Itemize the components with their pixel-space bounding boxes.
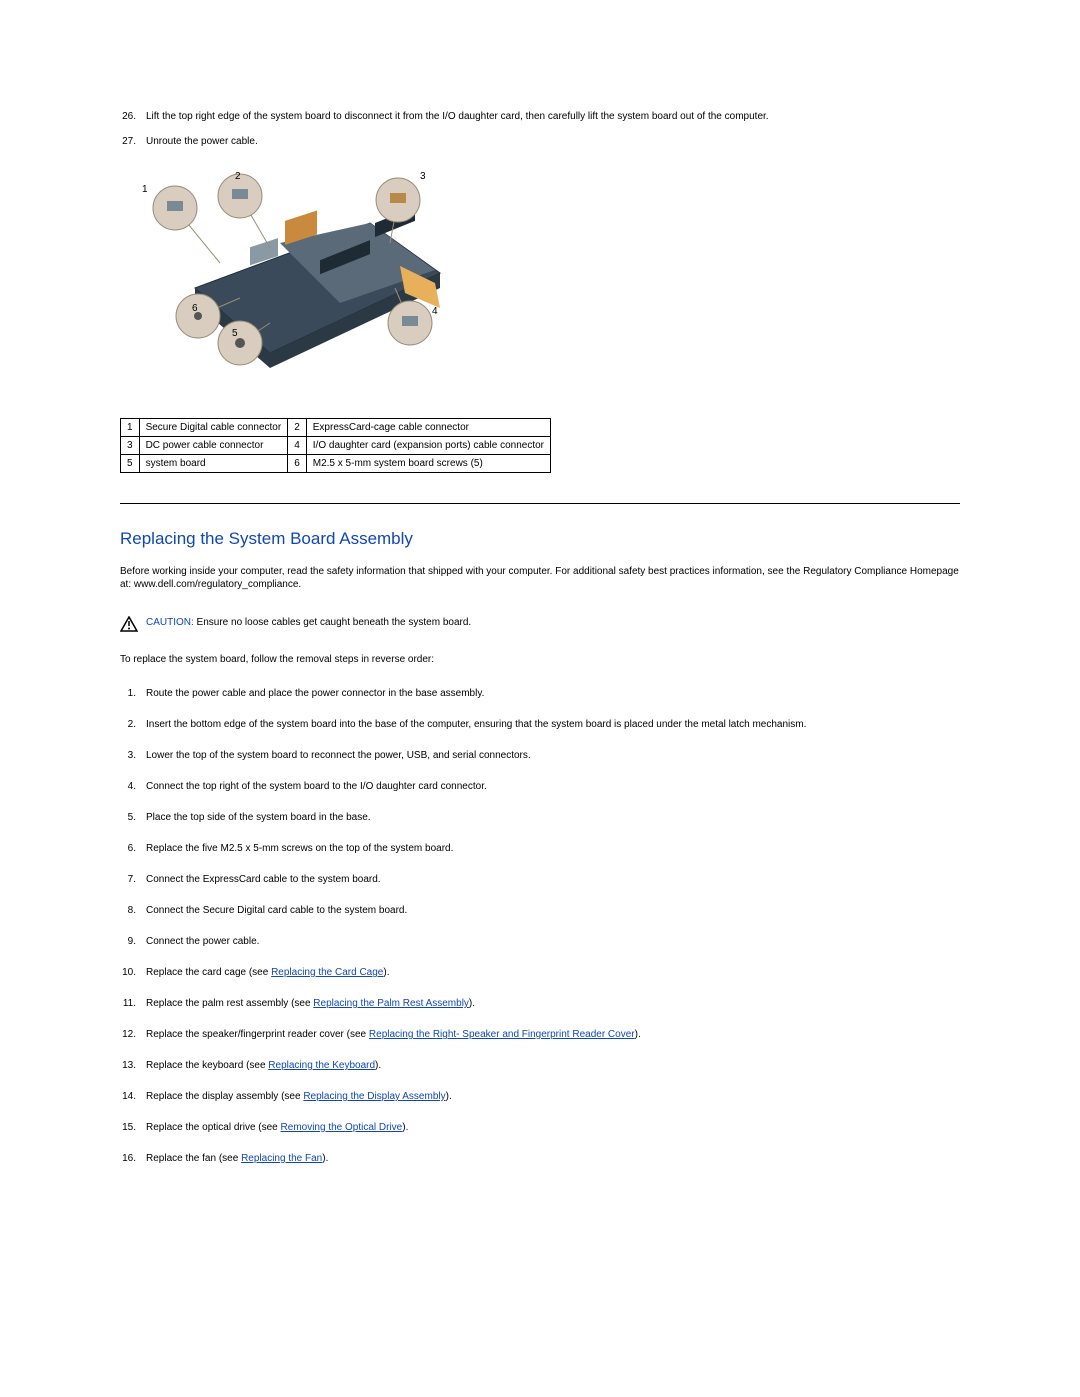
- part-label-cell: system board: [139, 455, 288, 473]
- step-body: Replace the display assembly (see Replac…: [146, 1090, 452, 1103]
- step-body: Replace the five M2.5 x 5-mm screws on t…: [146, 842, 453, 855]
- step-body: Route the power cable and place the powe…: [146, 687, 484, 700]
- step-number: 10.: [120, 966, 146, 979]
- replace-step: 12.Replace the speaker/fingerprint reade…: [120, 1028, 960, 1041]
- step-number: 3.: [120, 749, 146, 762]
- step-body: Replace the palm rest assembly (see Repl…: [146, 997, 475, 1010]
- step-body: Connect the ExpressCard cable to the sys…: [146, 873, 381, 886]
- replace-steps-list: 1.Route the power cable and place the po…: [120, 687, 960, 1165]
- table-row: 3DC power cable connector4I/O daughter c…: [121, 437, 551, 455]
- step-number: 1.: [120, 687, 146, 700]
- cross-reference-link[interactable]: Replacing the Card Cage: [271, 967, 383, 978]
- replace-step: 16.Replace the fan (see Replacing the Fa…: [120, 1152, 960, 1165]
- step-body: Place the top side of the system board i…: [146, 811, 371, 824]
- part-label-cell: I/O daughter card (expansion ports) cabl…: [306, 437, 550, 455]
- table-row: 5system board6M2.5 x 5-mm system board s…: [121, 455, 551, 473]
- caution-lead: CAUTION:: [146, 617, 194, 628]
- step-body: Replace the fan (see Replacing the Fan).: [146, 1152, 328, 1165]
- step-number: 12.: [120, 1028, 146, 1041]
- section-heading: Replacing the System Board Assembly: [120, 529, 960, 549]
- replace-step: 5.Place the top side of the system board…: [120, 811, 960, 824]
- step-number: 11.: [120, 997, 146, 1010]
- part-label-cell: ExpressCard-cage cable connector: [306, 419, 550, 437]
- step-number: 5.: [120, 811, 146, 824]
- step-number: 6.: [120, 842, 146, 855]
- step-body: Replace the card cage (see Replacing the…: [146, 966, 389, 979]
- replace-step: 10.Replace the card cage (see Replacing …: [120, 966, 960, 979]
- replace-step: 6.Replace the five M2.5 x 5-mm screws on…: [120, 842, 960, 855]
- replace-step: 11.Replace the palm rest assembly (see R…: [120, 997, 960, 1010]
- step-number: 13.: [120, 1059, 146, 1072]
- callout-1: 1: [142, 184, 148, 195]
- part-number-cell: 6: [288, 455, 307, 473]
- cross-reference-link[interactable]: Removing the Optical Drive: [281, 1122, 403, 1133]
- part-number-cell: 3: [121, 437, 140, 455]
- intro-step: 26.Lift the top right edge of the system…: [120, 110, 960, 123]
- replace-step: 15.Replace the optical drive (see Removi…: [120, 1121, 960, 1134]
- cross-reference-link[interactable]: Replacing the Display Assembly: [303, 1091, 445, 1102]
- replace-step: 13.Replace the keyboard (see Replacing t…: [120, 1059, 960, 1072]
- safety-notice: Before working inside your computer, rea…: [120, 565, 960, 591]
- part-number-cell: 2: [288, 419, 307, 437]
- step-body: Replace the optical drive (see Removing …: [146, 1121, 408, 1134]
- replace-step: 3.Lower the top of the system board to r…: [120, 749, 960, 762]
- step-number: 4.: [120, 780, 146, 793]
- system-board-diagram: 1 2 3 4 5 6: [140, 168, 460, 388]
- step-number: 26.: [120, 110, 146, 123]
- step-text: Unroute the power cable.: [146, 135, 258, 148]
- callout-2: 2: [235, 171, 241, 182]
- caution-icon: [120, 616, 138, 632]
- steps-preface: To replace the system board, follow the …: [120, 654, 960, 665]
- step-number: 8.: [120, 904, 146, 917]
- parts-callout-table: 1Secure Digital cable connector2ExpressC…: [120, 418, 551, 473]
- callout-3: 3: [420, 171, 426, 182]
- cross-reference-link[interactable]: Replacing the Fan: [241, 1153, 322, 1164]
- part-number-cell: 4: [288, 437, 307, 455]
- section-divider: [120, 503, 960, 504]
- step-body: Connect the power cable.: [146, 935, 259, 948]
- step-number: 27.: [120, 135, 146, 148]
- step-body: Replace the keyboard (see Replacing the …: [146, 1059, 381, 1072]
- step-body: Connect the top right of the system boar…: [146, 780, 487, 793]
- replace-step: 2.Insert the bottom edge of the system b…: [120, 718, 960, 731]
- step-number: 15.: [120, 1121, 146, 1134]
- intro-step: 27.Unroute the power cable.: [120, 135, 960, 148]
- cross-reference-link[interactable]: Replacing the Right- Speaker and Fingerp…: [369, 1029, 635, 1040]
- cross-reference-link[interactable]: Replacing the Palm Rest Assembly: [313, 998, 469, 1009]
- step-text: Lift the top right edge of the system bo…: [146, 110, 769, 123]
- replace-step: 1.Route the power cable and place the po…: [120, 687, 960, 700]
- diagram-svg: [140, 168, 460, 388]
- part-label-cell: DC power cable connector: [139, 437, 288, 455]
- table-row: 1Secure Digital cable connector2ExpressC…: [121, 419, 551, 437]
- callout-6: 6: [192, 303, 198, 314]
- part-label-cell: M2.5 x 5-mm system board screws (5): [306, 455, 550, 473]
- replace-step: 14.Replace the display assembly (see Rep…: [120, 1090, 960, 1103]
- replace-step: 4.Connect the top right of the system bo…: [120, 780, 960, 793]
- cross-reference-link[interactable]: Replacing the Keyboard: [268, 1060, 375, 1071]
- caution-body: Ensure no loose cables get caught beneat…: [194, 617, 471, 628]
- step-number: 14.: [120, 1090, 146, 1103]
- replace-step: 9.Connect the power cable.: [120, 935, 960, 948]
- replace-step: 7.Connect the ExpressCard cable to the s…: [120, 873, 960, 886]
- step-number: 7.: [120, 873, 146, 886]
- part-number-cell: 1: [121, 419, 140, 437]
- step-number: 2.: [120, 718, 146, 731]
- part-number-cell: 5: [121, 455, 140, 473]
- step-number: 9.: [120, 935, 146, 948]
- replace-step: 8.Connect the Secure Digital card cable …: [120, 904, 960, 917]
- step-number: 16.: [120, 1152, 146, 1165]
- caution-text: CAUTION: Ensure no loose cables get caug…: [146, 616, 471, 629]
- part-label-cell: Secure Digital cable connector: [139, 419, 288, 437]
- callout-5: 5: [232, 328, 238, 339]
- step-body: Connect the Secure Digital card cable to…: [146, 904, 407, 917]
- step-body: Insert the bottom edge of the system boa…: [146, 718, 806, 731]
- step-body: Lower the top of the system board to rec…: [146, 749, 531, 762]
- step-body: Replace the speaker/fingerprint reader c…: [146, 1028, 641, 1041]
- intro-steps-list: 26.Lift the top right edge of the system…: [120, 110, 960, 148]
- callout-4: 4: [432, 306, 438, 317]
- caution-notice: CAUTION: Ensure no loose cables get caug…: [120, 616, 960, 632]
